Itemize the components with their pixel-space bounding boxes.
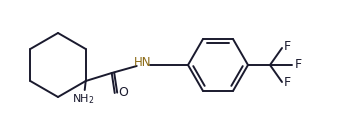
Text: F: F [294,59,301,72]
Text: NH$_2$: NH$_2$ [72,92,95,106]
Text: F: F [284,76,291,90]
Text: HN: HN [134,55,151,68]
Text: O: O [118,86,128,99]
Text: F: F [284,41,291,53]
